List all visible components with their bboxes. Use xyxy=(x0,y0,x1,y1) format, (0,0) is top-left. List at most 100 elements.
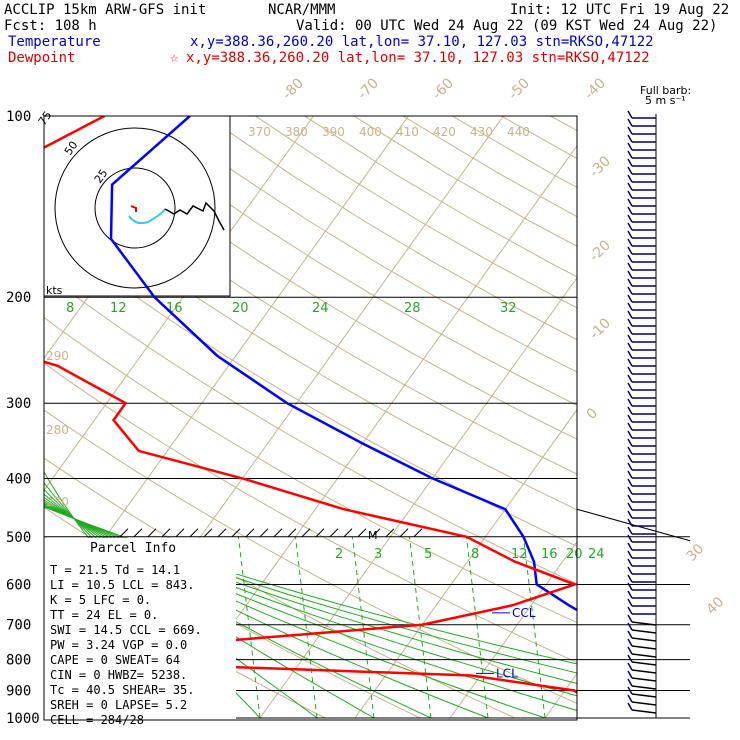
wind-barb-flag xyxy=(627,406,633,415)
hodograph-frame xyxy=(43,115,231,297)
wind-barb-flag xyxy=(627,342,633,351)
tropopause-tick xyxy=(371,528,381,538)
parcel-info: Parcel Info T = 21.5 Td = 14.1LI = 10.5 L… xyxy=(44,538,236,727)
m-label: M xyxy=(368,529,378,542)
dry-adiabat xyxy=(58,116,577,440)
isotherm-label: -70 xyxy=(355,75,382,102)
wind-barb xyxy=(631,701,657,706)
mixing-ratio-line xyxy=(237,536,261,719)
pressure-label: 300 xyxy=(6,396,31,412)
wind-barb-flag xyxy=(627,542,633,551)
wind-barb-flag xyxy=(627,126,633,135)
tropopause-tick xyxy=(147,528,157,538)
hodograph-units: kts xyxy=(46,284,63,297)
wind-barb-flag xyxy=(627,326,633,335)
wind-barb-flag xyxy=(627,310,633,319)
wind-barb-flag xyxy=(627,150,633,159)
wind-barb-flag xyxy=(627,510,633,519)
hodograph-trace xyxy=(128,208,166,225)
mixing-ratio-label: 16 xyxy=(541,547,558,562)
dewpoint-marker-icon: ☆ xyxy=(170,50,179,66)
tropopause-tick xyxy=(315,528,325,538)
isotherm-label: 0 xyxy=(584,405,602,423)
wind-barb-flag xyxy=(627,590,633,599)
wind-barb-flag xyxy=(627,238,633,247)
wind-barb-flag xyxy=(627,566,633,575)
tropopause-tick xyxy=(133,528,143,538)
tropopause-tick xyxy=(203,528,213,538)
mixing-ratio-label: 20 xyxy=(566,547,583,562)
tropopause-tick xyxy=(301,528,311,538)
tropopause-tick xyxy=(175,528,185,538)
wind-barb-flag xyxy=(627,198,633,207)
isotherm-label: -60 xyxy=(430,75,457,102)
isotherm-label: -10 xyxy=(587,315,614,342)
wind-barb-flag xyxy=(627,174,633,183)
wind-barb-flag xyxy=(627,494,633,503)
isotherm-line xyxy=(259,276,577,719)
mixing-ratio-line xyxy=(408,536,432,719)
wind-barb-flag xyxy=(627,694,633,703)
wind-barb-flag xyxy=(627,382,633,391)
parcel-row: Tc = 40.5 SHEAR= 35. xyxy=(50,683,195,697)
wind-barb xyxy=(631,709,657,714)
dry-adiabat xyxy=(44,362,577,663)
dry-adiabat-label: 430 xyxy=(470,125,493,139)
dry-adiabat-label: 270 xyxy=(46,495,69,509)
isotherm-label: -80 xyxy=(280,75,307,102)
forecast-hour: Fcst: 108 h xyxy=(4,18,97,34)
tropopause-tick xyxy=(259,528,269,538)
wind-barb xyxy=(631,645,657,650)
mixing-ratio-line xyxy=(465,536,489,719)
barb-legend-line2: 5 m s⁻¹ xyxy=(645,94,686,107)
dry-adiabat xyxy=(353,116,577,247)
dry-adiabat xyxy=(44,409,577,704)
pressure-label: 1000 xyxy=(6,711,40,727)
mixing-ratio-label: 8 xyxy=(471,547,479,562)
wind-barb-flag xyxy=(627,678,633,687)
wind-barb-flag xyxy=(627,390,633,399)
dry-adiabat xyxy=(107,116,577,406)
wind-barb xyxy=(631,653,657,658)
dry-adiabat-label: 410 xyxy=(396,125,419,139)
hodograph-ring xyxy=(94,167,176,249)
tropopause-tick xyxy=(385,528,395,538)
wind-barb-flag xyxy=(627,422,633,431)
isotherm-line xyxy=(449,540,577,719)
pressure-label: 600 xyxy=(6,577,31,593)
dry-adiabat xyxy=(44,228,577,547)
wind-barb-flag xyxy=(627,254,633,263)
wind-barb-flag xyxy=(627,438,633,447)
wind-barb-flag xyxy=(627,470,633,479)
tropopause-tick xyxy=(273,528,283,538)
mixing-ratio-line xyxy=(522,536,546,719)
wind-barb-flag xyxy=(627,630,633,639)
valid-time: Valid: 00 UTC Wed 24 Aug 22 (09 KST Wed … xyxy=(296,18,717,34)
wind-barb xyxy=(631,621,657,626)
dewpoint-location: x,y=388.36,260.20 lat,lon= 37.10, 127.03… xyxy=(186,50,650,66)
wind-barb xyxy=(631,661,657,666)
tropopause-tick xyxy=(245,528,255,538)
wind-barb-flag xyxy=(627,302,633,311)
wind-barb-flag xyxy=(627,206,633,215)
wind-barb xyxy=(631,629,657,634)
parcel-box xyxy=(44,538,236,720)
mixing-ratio-label: 12 xyxy=(110,301,127,316)
wind-barbs xyxy=(627,110,657,718)
dry-adiabat-label: 370 xyxy=(248,125,271,139)
hodograph-trace-upper xyxy=(164,201,225,231)
pressure-label: 800 xyxy=(6,653,31,669)
wind-barb-flag xyxy=(627,230,633,239)
wind-barb xyxy=(631,693,657,698)
wind-barb xyxy=(631,685,657,690)
wind-barb-flag xyxy=(627,166,633,175)
wind-barb-flag xyxy=(627,414,633,423)
wind-barb-flag xyxy=(627,638,633,647)
parcel-row: PW = 3.24 VGP = 0.0 xyxy=(50,638,187,652)
isotherm-label: -40 xyxy=(582,75,609,102)
wind-barb-flag xyxy=(627,558,633,567)
temperature-location: x,y=388.36,260.20 lat,lon= 37.10, 127.03… xyxy=(190,34,654,50)
wind-barb-flag xyxy=(627,190,633,199)
